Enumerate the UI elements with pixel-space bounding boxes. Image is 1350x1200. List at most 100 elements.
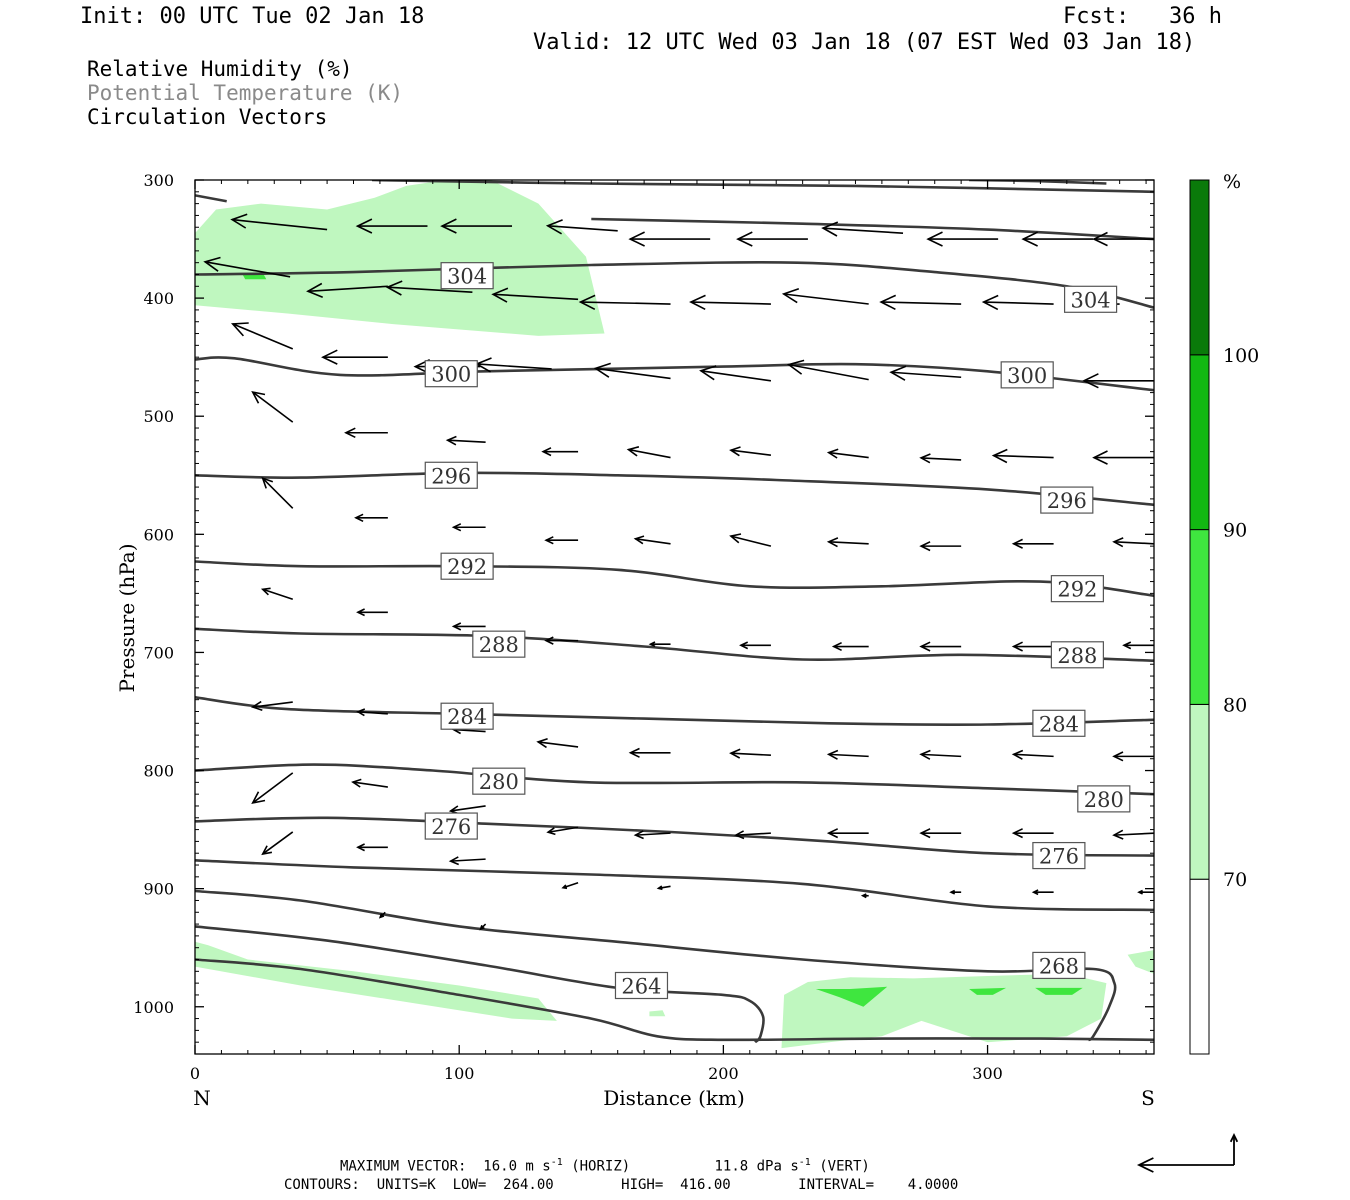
vector-39: [1092, 450, 1154, 465]
isentrope-264-15: [195, 958, 1154, 1042]
vector-18-head: [981, 294, 999, 311]
vector-52-head: [451, 622, 462, 631]
vector-20: [230, 322, 294, 350]
contour-label-268: 268: [1032, 951, 1086, 980]
vector-32-shaft: [447, 439, 486, 443]
vector-75: [734, 830, 771, 840]
vector-58: [1011, 641, 1054, 652]
contour-label-292: 292: [440, 552, 494, 580]
vector-11-head: [306, 282, 324, 299]
x-tick-label-200: 200: [708, 1064, 739, 1083]
scale-arrow-vert: [1229, 1132, 1239, 1165]
colorbar-label-90: 90: [1223, 520, 1247, 542]
vector-68-head: [1011, 749, 1024, 760]
vector-34-head: [626, 446, 640, 457]
vector-26-head: [786, 359, 805, 375]
vector-49-head: [1112, 537, 1124, 548]
vector-36-shaft: [828, 451, 869, 459]
contour-label-276: 276: [424, 812, 478, 840]
vector-18-shaft: [983, 301, 1054, 305]
vector-53: [544, 636, 579, 645]
vector-8-head: [1021, 231, 1038, 247]
max-vector-text: MAXIMUM VECTOR: 16.0 m s-1 (HORIZ) 11.8 …: [340, 1158, 870, 1174]
vector-49-shaft: [1113, 540, 1154, 545]
vector-15-shaft: [690, 301, 771, 305]
vector-47: [919, 541, 962, 552]
vector-88: [1137, 889, 1154, 895]
vector-90-head: [479, 925, 485, 931]
vector-73-shaft: [547, 826, 579, 834]
vector-50: [260, 587, 294, 601]
isentrope-304-3: [195, 194, 227, 203]
vector-50-head: [260, 587, 271, 596]
colorbar-label-100: 100: [1223, 345, 1259, 367]
vector-71-shaft: [352, 781, 388, 788]
vector-14-shaft: [580, 301, 671, 305]
vector-31: [344, 427, 388, 439]
vector-37-shaft: [921, 457, 962, 461]
x-axis-title: Distance (km): [603, 1086, 745, 1110]
contour-label-text: 292: [1057, 578, 1097, 602]
contour-label-text: 304: [447, 265, 487, 289]
vector-14: [578, 294, 671, 311]
vector-82-shaft: [450, 858, 486, 862]
vector-6-shaft: [822, 227, 904, 234]
vector-74: [633, 830, 671, 840]
isentrope-304-4: [591, 217, 1154, 241]
colorbar-bin-90: [1189, 354, 1210, 531]
vector-25: [699, 365, 772, 382]
vector-88-head: [1137, 889, 1143, 895]
vector-4-head: [628, 231, 645, 247]
vector-15-head: [689, 294, 706, 311]
vector-7-head: [926, 231, 943, 247]
vector-74-head: [633, 830, 644, 840]
vector-46: [826, 537, 869, 548]
vector-64-head: [628, 747, 640, 758]
contour-label-text: 284: [447, 705, 487, 729]
vector-48-head: [1011, 538, 1023, 549]
vector-62-shaft: [453, 728, 486, 733]
vector-14-head: [578, 294, 596, 311]
isentrope-276-11: [195, 816, 1154, 857]
max-vector-exp: -1: [550, 1157, 563, 1168]
axis-ticks: 300 400 500 600 700 800 900 1000 0 100 200 300: [133, 171, 1154, 1083]
rh-region-5: [815, 986, 888, 1007]
vector-16: [781, 288, 869, 305]
contour-label-box: [440, 552, 494, 580]
vector-16-head: [781, 288, 800, 304]
vector-84-head: [656, 885, 663, 891]
vector-41: [354, 513, 388, 523]
vector-71: [351, 778, 388, 788]
vector-67-head: [919, 749, 931, 760]
vector-33-head: [541, 447, 552, 457]
vector-70-shaft: [252, 772, 294, 804]
vector-35: [729, 446, 772, 457]
vector-44-shaft: [635, 537, 671, 545]
vector-51-head: [356, 608, 365, 617]
contour-label-box: [424, 812, 478, 840]
vector-8: [1021, 231, 1094, 247]
axis-labels: Distance (km) Pressure (hPa) N S: [115, 544, 1155, 1110]
vector-13-head: [491, 287, 509, 303]
contour-label-text: 292: [447, 555, 487, 579]
vector-84: [656, 885, 671, 891]
vector-86-head: [949, 889, 956, 895]
vector-40-shaft: [262, 477, 294, 509]
vector-43-head: [544, 536, 554, 545]
contour-label-296: 296: [424, 461, 478, 489]
vector-61: [356, 708, 388, 717]
vector-6-head: [821, 221, 839, 237]
vector-77: [919, 828, 962, 839]
vector-25-head: [699, 365, 717, 381]
vector-13-shaft: [493, 293, 579, 301]
vector-24: [593, 362, 671, 380]
vector-9: [1092, 231, 1154, 247]
vector-80: [261, 831, 294, 856]
vector-46-shaft: [828, 540, 869, 545]
vector-46-head: [826, 537, 839, 548]
vector-87-head: [1031, 889, 1039, 896]
vector-38-shaft: [993, 454, 1054, 459]
rh-region-3: [649, 1010, 666, 1017]
vector-23-shaft: [476, 363, 552, 370]
rh-region-7: [1035, 987, 1083, 995]
